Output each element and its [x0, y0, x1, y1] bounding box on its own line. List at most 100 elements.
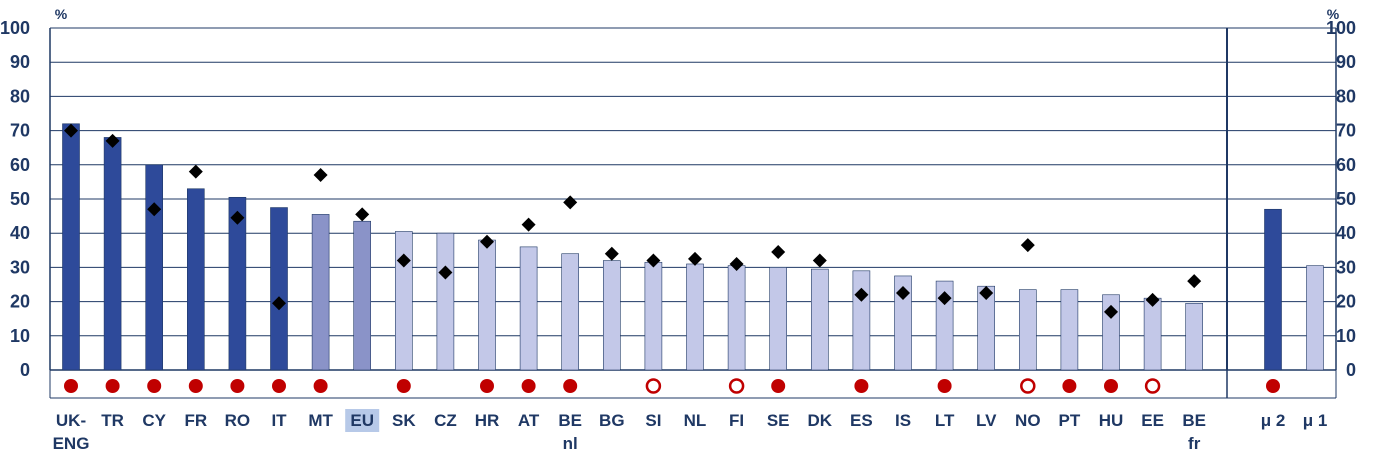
bar — [769, 267, 788, 371]
category-label: FI — [729, 411, 744, 430]
diamond-marker — [1104, 304, 1118, 319]
bar — [935, 280, 954, 371]
y-tick-label-left: 90 — [10, 52, 30, 72]
category-label: EE — [1141, 411, 1164, 430]
category-label: BE — [1182, 411, 1206, 430]
open-circle — [1144, 378, 1161, 394]
category-label: IS — [895, 411, 911, 430]
filled-circle — [64, 379, 78, 393]
bars — [62, 123, 1324, 371]
diamond-marker — [937, 291, 952, 306]
y-tick-label-left: 70 — [10, 121, 30, 141]
y-tick-label-right: 50 — [1336, 189, 1356, 209]
y-tick-label-right: 0 — [1346, 360, 1356, 380]
diamond-marker — [1020, 238, 1035, 253]
gridlines — [50, 27, 1336, 337]
filled-circle — [937, 379, 952, 393]
filled-circle — [105, 379, 120, 393]
diamond-marker — [1187, 274, 1202, 289]
diamond-marker — [771, 245, 786, 260]
y-tick-label-left: 30 — [10, 257, 30, 277]
y-tick-label-left: 0 — [20, 360, 30, 380]
y-tick-label-left: 60 — [10, 155, 30, 175]
diamond-marker — [480, 234, 494, 249]
category-label: MT — [308, 411, 333, 430]
category-label: SE — [767, 411, 790, 430]
filled-circle — [188, 379, 203, 393]
category-label: CZ — [434, 411, 457, 430]
category-label: fr — [1188, 434, 1201, 453]
bar — [561, 253, 580, 371]
category-label: DK — [808, 411, 833, 430]
bar — [436, 232, 455, 371]
diamond-marker — [979, 286, 994, 301]
y-tick-label-right: 20 — [1336, 292, 1356, 312]
category-label: LT — [935, 411, 955, 430]
diamond-marker — [1145, 292, 1160, 307]
category-label: TR — [101, 411, 124, 430]
diamond-marker — [563, 195, 578, 210]
diamond-marker — [147, 202, 162, 217]
bar — [1264, 208, 1282, 371]
diamond-marker — [313, 168, 328, 183]
bar — [145, 164, 163, 371]
diamond-marker — [396, 253, 411, 268]
bar — [1143, 297, 1162, 371]
category-label: μ 1 — [1303, 411, 1328, 430]
category-label: ES — [850, 411, 873, 430]
bar — [478, 239, 496, 371]
filled-circle — [563, 379, 578, 393]
y-tick-label-right: 10 — [1336, 326, 1356, 346]
y-tick-label-right: 70 — [1336, 121, 1356, 141]
category-label: AT — [518, 411, 540, 430]
category-label: HU — [1099, 411, 1124, 430]
diamond-marker — [688, 251, 702, 266]
category-label: HR — [475, 411, 500, 430]
category-label: FR — [184, 411, 207, 430]
diamond-marker — [521, 217, 536, 232]
diamond-marker — [854, 287, 869, 302]
bar — [894, 275, 912, 371]
filled-circle — [147, 379, 162, 393]
category-labels: UK- ENG TR CY FR RO IT MT EU SK CZ HR AT BE nl BG SI NL FI… — [53, 409, 1328, 453]
filled-circle — [771, 379, 786, 393]
diamond-marker — [812, 253, 827, 268]
category-label: nl — [563, 434, 578, 453]
diamond-marker — [729, 256, 744, 271]
y-tick-label-left: 40 — [10, 223, 30, 243]
category-label: BE — [558, 411, 582, 430]
category-label: BG — [599, 411, 625, 430]
y-tick-label-right: 100 — [1326, 18, 1356, 38]
diamond-marker — [230, 210, 245, 225]
y-tick-label-right: 40 — [1336, 223, 1356, 243]
bar — [810, 268, 829, 371]
bar — [1018, 289, 1037, 371]
y-tick-label-left: 20 — [10, 292, 30, 312]
filled-circle — [1104, 379, 1118, 393]
bar — [1060, 289, 1079, 371]
diamond-marker — [272, 296, 286, 311]
bar — [644, 261, 663, 371]
y-tick-label-right: 60 — [1336, 155, 1356, 175]
y-tick-label-left: 10 — [10, 326, 30, 346]
y-tick-label-left: 80 — [10, 86, 30, 106]
indicator-circles — [64, 378, 1280, 394]
filled-circle — [396, 379, 411, 393]
category-label: LV — [976, 411, 997, 430]
diamond-marker — [355, 207, 370, 222]
category-label: NO — [1015, 411, 1041, 430]
filled-circle — [854, 379, 869, 393]
y-tick-label-right: 80 — [1336, 86, 1356, 106]
diamond-marker — [604, 246, 619, 261]
diamond-markers — [64, 123, 1202, 319]
filled-circle — [1266, 379, 1280, 393]
bar — [602, 260, 621, 371]
diamond-marker — [896, 286, 910, 301]
open-circle — [645, 378, 662, 394]
diamond-marker — [646, 253, 661, 268]
category-label: SK — [392, 411, 416, 430]
category-label: CY — [142, 411, 166, 430]
category-label: SI — [645, 411, 661, 430]
unit-label-right: % — [1327, 6, 1340, 22]
